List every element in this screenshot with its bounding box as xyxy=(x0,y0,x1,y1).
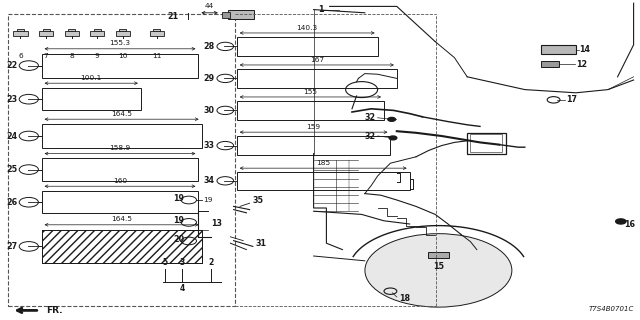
Bar xyxy=(42,53,198,78)
Bar xyxy=(13,30,28,36)
Text: 164.5: 164.5 xyxy=(111,216,132,222)
Bar xyxy=(222,12,230,18)
Text: 155: 155 xyxy=(303,89,317,95)
Bar xyxy=(119,28,127,30)
Text: 100.1: 100.1 xyxy=(81,75,102,81)
Text: 17: 17 xyxy=(566,95,577,104)
Bar xyxy=(470,134,502,152)
Bar xyxy=(42,230,202,263)
Text: 25: 25 xyxy=(6,165,17,174)
Text: 15: 15 xyxy=(433,262,444,271)
Bar xyxy=(541,61,559,67)
Text: 6: 6 xyxy=(18,53,23,60)
Bar xyxy=(42,88,141,110)
Bar xyxy=(237,136,390,155)
Text: 21: 21 xyxy=(168,12,179,20)
Text: 22: 22 xyxy=(6,61,17,70)
Text: 19: 19 xyxy=(173,216,184,225)
Bar xyxy=(237,172,410,189)
Text: 29: 29 xyxy=(204,74,214,83)
Bar xyxy=(42,191,198,213)
Text: 11: 11 xyxy=(152,53,161,60)
Bar xyxy=(68,28,76,30)
Text: 140.3: 140.3 xyxy=(296,25,318,31)
Text: 33: 33 xyxy=(204,141,214,150)
Text: 26: 26 xyxy=(6,198,17,207)
Text: 16: 16 xyxy=(624,220,635,229)
Text: 1: 1 xyxy=(318,5,324,14)
Bar xyxy=(467,133,506,154)
Text: 158.9: 158.9 xyxy=(109,145,131,151)
Text: 24: 24 xyxy=(6,132,17,140)
Bar xyxy=(541,45,576,54)
Text: T7S4B0701C: T7S4B0701C xyxy=(588,306,634,312)
Text: 31: 31 xyxy=(256,239,267,248)
Text: 23: 23 xyxy=(6,95,17,104)
Text: 30: 30 xyxy=(204,106,214,115)
Text: 159: 159 xyxy=(307,124,321,130)
Text: 8: 8 xyxy=(69,53,74,60)
Bar xyxy=(150,30,164,36)
Bar xyxy=(90,30,104,36)
Circle shape xyxy=(616,219,626,224)
Text: 164.5: 164.5 xyxy=(111,111,132,117)
Bar xyxy=(39,30,53,36)
Text: 28: 28 xyxy=(203,42,214,51)
Text: 35: 35 xyxy=(253,196,264,205)
Text: 185: 185 xyxy=(316,160,330,166)
Bar xyxy=(42,124,202,148)
Text: FR.: FR. xyxy=(46,306,63,315)
Text: 19: 19 xyxy=(203,197,212,203)
Bar xyxy=(65,30,79,36)
Bar xyxy=(228,10,254,19)
Bar xyxy=(154,28,160,30)
Text: 20: 20 xyxy=(173,235,184,244)
Bar xyxy=(17,28,24,30)
Bar xyxy=(42,28,50,30)
Text: 12: 12 xyxy=(576,60,587,68)
Text: 32: 32 xyxy=(365,132,376,140)
Text: 4: 4 xyxy=(180,284,185,293)
Text: 160: 160 xyxy=(113,178,127,184)
Bar xyxy=(237,101,384,120)
Bar xyxy=(8,14,235,306)
Bar xyxy=(42,158,198,181)
Text: 13: 13 xyxy=(211,220,222,228)
Bar xyxy=(428,252,449,258)
Circle shape xyxy=(388,117,396,121)
Circle shape xyxy=(365,234,512,307)
Text: 18: 18 xyxy=(399,294,410,303)
Circle shape xyxy=(389,136,397,140)
Text: 7: 7 xyxy=(44,53,49,60)
Text: 44: 44 xyxy=(205,3,214,9)
Text: 14: 14 xyxy=(579,45,590,54)
Text: 27: 27 xyxy=(6,242,17,251)
Text: 34: 34 xyxy=(204,176,214,185)
Text: 2: 2 xyxy=(209,258,214,267)
Text: 5: 5 xyxy=(163,258,168,267)
Text: 155.3: 155.3 xyxy=(109,40,131,46)
Bar xyxy=(42,230,202,263)
Text: 167: 167 xyxy=(310,57,324,63)
Bar xyxy=(237,69,397,88)
Bar xyxy=(116,30,130,36)
Text: 10: 10 xyxy=(118,53,127,60)
Text: 19: 19 xyxy=(173,194,184,203)
Bar xyxy=(237,37,378,56)
Text: 32: 32 xyxy=(365,113,376,122)
Text: 3: 3 xyxy=(180,258,185,267)
Bar xyxy=(93,28,101,30)
Text: 9: 9 xyxy=(95,53,100,60)
